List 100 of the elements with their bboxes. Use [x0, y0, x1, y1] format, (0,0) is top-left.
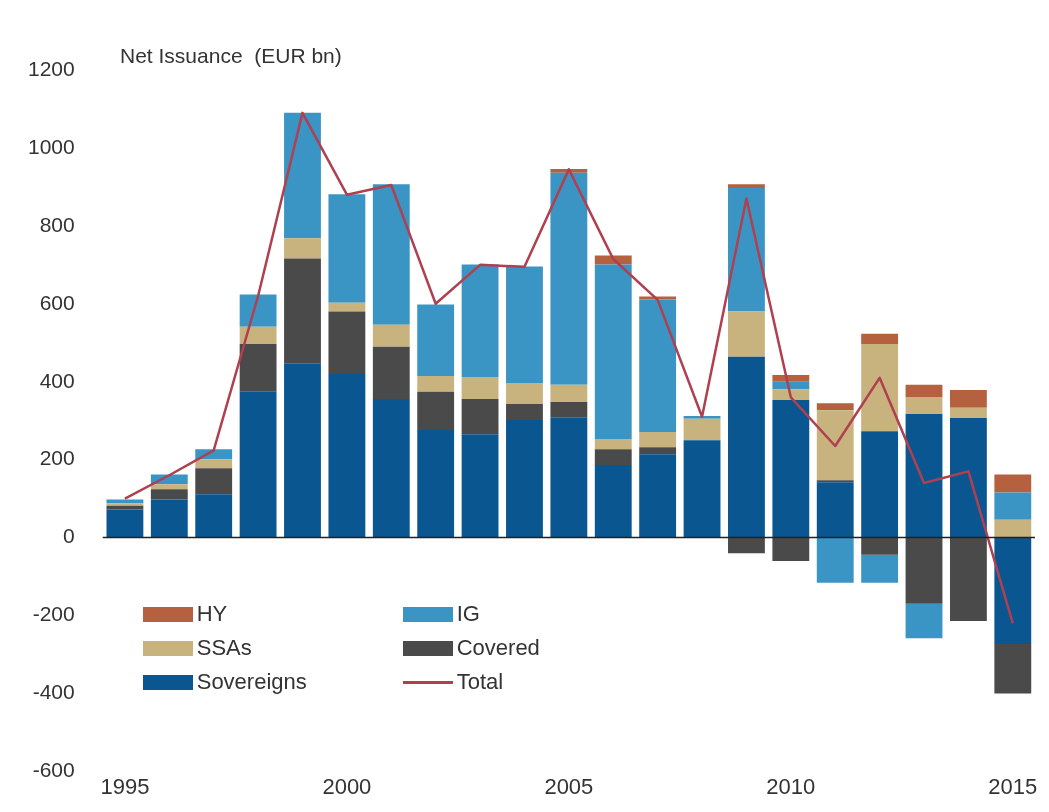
bar [905, 603, 943, 639]
bar [994, 492, 1032, 520]
bar [417, 430, 455, 538]
bar [905, 384, 943, 397]
bar [772, 375, 810, 382]
bar [905, 537, 943, 604]
bar [150, 489, 188, 500]
bar [683, 416, 721, 419]
y-tick-label: 400 [39, 368, 75, 392]
bar [594, 465, 632, 538]
bar [594, 255, 632, 265]
bar [861, 431, 899, 538]
bar [861, 537, 899, 555]
bar [994, 519, 1032, 538]
bar [594, 449, 632, 466]
bar [728, 188, 765, 312]
bar [949, 407, 987, 418]
bar [150, 499, 188, 538]
bar [816, 403, 854, 411]
x-tick-label: 2015 [988, 773, 1038, 799]
bar [728, 356, 765, 538]
bar [328, 194, 366, 303]
bar [728, 537, 765, 554]
bar [994, 643, 1032, 694]
bar [284, 238, 321, 259]
x-tick-label: 1995 [100, 773, 150, 799]
bar [417, 391, 455, 431]
legend-label: IG [456, 601, 480, 628]
bar [506, 382, 543, 404]
bar [816, 537, 854, 583]
bar [639, 454, 677, 538]
bar [728, 184, 765, 189]
bar [372, 398, 410, 538]
bar [994, 474, 1032, 493]
bar [461, 434, 499, 538]
legend-label: Sovereigns [196, 669, 307, 696]
bar [550, 417, 588, 538]
bar [328, 373, 366, 538]
bar [417, 375, 455, 392]
bar [106, 505, 144, 510]
y-tick-label: -400 [32, 680, 75, 704]
bar [461, 377, 499, 399]
x-tick-label: 2000 [322, 773, 372, 799]
legend-label: Total [456, 669, 504, 696]
bar [861, 343, 899, 432]
bar [639, 432, 677, 448]
legend-label: Covered [456, 635, 540, 662]
bar [106, 503, 144, 506]
bar [195, 459, 233, 469]
chart-title: Net Issuance (EUR bn) [120, 44, 342, 68]
bar [683, 418, 721, 441]
y-tick-label: 0 [63, 524, 75, 548]
y-tick-label: 600 [39, 290, 75, 314]
bar [949, 537, 987, 621]
bar [772, 537, 810, 561]
bar [328, 302, 366, 312]
bar [150, 484, 188, 490]
bar [861, 333, 899, 344]
bar [683, 440, 721, 538]
y-tick-label: -600 [32, 758, 75, 782]
bar [639, 299, 677, 432]
bar [816, 410, 854, 481]
y-tick-label: 1000 [28, 134, 75, 158]
bar [239, 343, 277, 392]
bar [550, 172, 588, 385]
bar [550, 402, 588, 418]
bar [195, 468, 233, 495]
bar [639, 447, 677, 455]
bar [994, 537, 1032, 644]
bar [284, 363, 321, 538]
y-tick-label: -200 [32, 602, 75, 626]
x-tick-label: 2005 [544, 773, 594, 799]
bar [372, 184, 410, 325]
legend-label: SSAs [196, 635, 252, 662]
y-tick-label: 1200 [28, 56, 75, 80]
bar [594, 264, 632, 440]
bar [816, 482, 854, 538]
bar [239, 391, 277, 538]
bar [284, 258, 321, 364]
bar [372, 346, 410, 399]
bar [239, 326, 277, 344]
bar [905, 396, 943, 415]
bar [861, 554, 899, 583]
bar [106, 499, 144, 504]
bar [506, 266, 543, 383]
bar [239, 294, 277, 327]
bar [905, 414, 943, 538]
bar [195, 494, 233, 538]
bar [461, 398, 499, 435]
legend-label: HY [196, 601, 228, 628]
bar [949, 417, 987, 538]
bar [506, 403, 543, 420]
bar [372, 324, 410, 347]
bar [106, 509, 144, 538]
bar [550, 384, 588, 402]
bar [772, 389, 810, 401]
bar [728, 311, 765, 357]
bar [417, 304, 455, 376]
bar [949, 389, 987, 408]
y-tick-label: 800 [39, 212, 75, 236]
